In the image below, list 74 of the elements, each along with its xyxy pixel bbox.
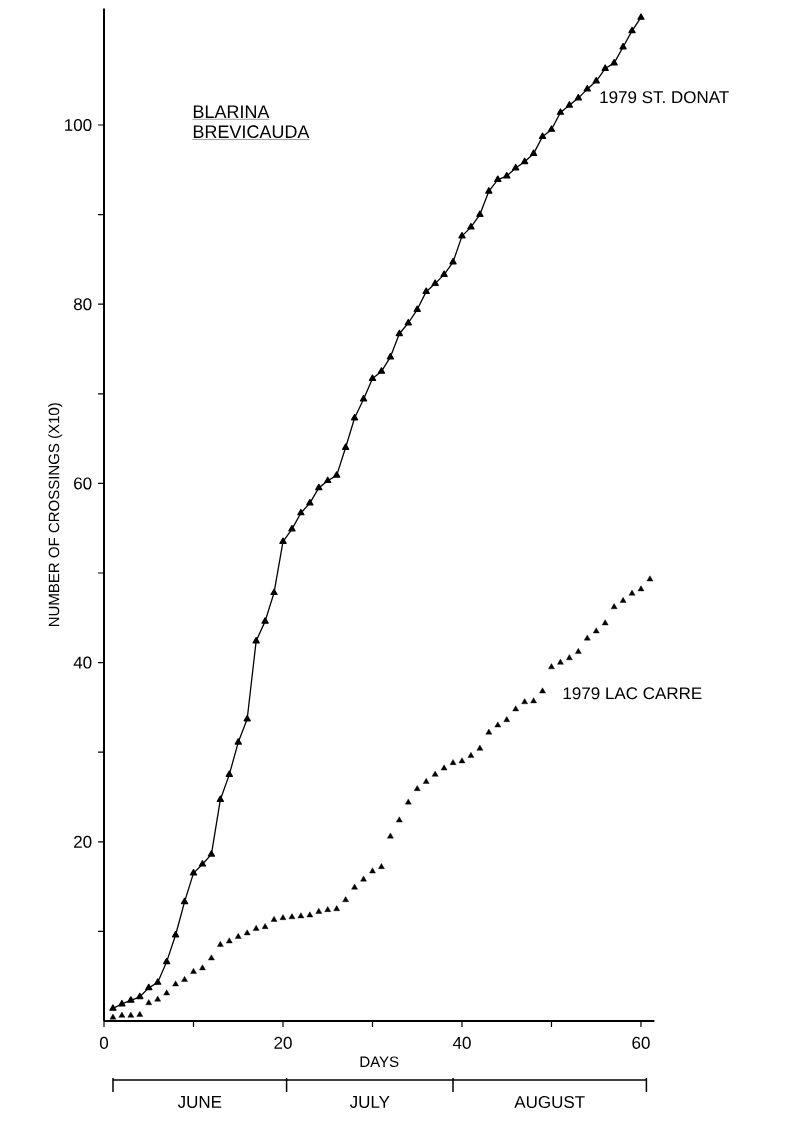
x-tick-label: 20 <box>274 1036 292 1049</box>
point <box>270 588 278 596</box>
point <box>136 992 144 1000</box>
point <box>243 714 251 722</box>
point <box>404 318 412 326</box>
point <box>485 187 493 194</box>
text: AUGUST <box>514 1095 585 1109</box>
point <box>162 957 171 965</box>
point <box>628 26 636 34</box>
point <box>583 85 591 92</box>
text: JUNE <box>177 1096 222 1108</box>
point <box>180 897 189 905</box>
point <box>234 738 242 745</box>
point <box>503 171 511 179</box>
x-tick-label: 40 <box>452 1036 471 1049</box>
x-tick-label: 60 <box>632 1036 650 1049</box>
annotation: BREVICAUDA <box>193 125 310 139</box>
point <box>547 125 556 132</box>
point <box>494 175 502 183</box>
point <box>207 850 216 857</box>
point <box>449 257 457 265</box>
point <box>109 1004 117 1011</box>
point <box>565 101 574 108</box>
point <box>359 395 368 402</box>
point <box>315 483 323 491</box>
point <box>306 498 314 506</box>
point <box>619 42 627 50</box>
point <box>467 222 475 230</box>
point <box>279 537 287 545</box>
annotation: BLARINA <box>193 105 270 118</box>
point <box>368 374 377 381</box>
point <box>198 860 207 867</box>
point <box>601 64 609 71</box>
series-label: 1979 LAC CARRE <box>563 687 702 700</box>
y-tick-label: 80 <box>73 298 92 311</box>
y-tick-label: 40 <box>73 656 92 669</box>
x-axis-title: DAYS <box>360 1056 399 1068</box>
point <box>637 13 645 20</box>
point <box>127 996 135 1003</box>
point <box>440 270 448 278</box>
point <box>422 287 430 295</box>
point <box>574 93 583 101</box>
y-tick-label: 20 <box>74 835 92 848</box>
series-label: 1979 ST. DONAT <box>600 91 729 104</box>
point <box>395 329 404 337</box>
point <box>520 157 529 165</box>
point <box>261 617 269 624</box>
point <box>610 59 618 66</box>
point <box>431 279 439 286</box>
point <box>333 471 341 478</box>
point <box>189 869 198 876</box>
point <box>458 231 466 239</box>
point <box>216 795 225 803</box>
point <box>512 163 520 171</box>
x-tick-label: 0 <box>99 1036 109 1049</box>
y-axis-title: NUMBER OF CROSSINGS (X10) <box>48 403 63 627</box>
point <box>556 108 565 115</box>
point <box>413 305 421 312</box>
point <box>225 770 233 777</box>
point <box>538 132 547 140</box>
point <box>377 367 386 374</box>
y-tick-label: 60 <box>74 477 92 490</box>
point <box>252 636 260 644</box>
y-tick-label: 100 <box>65 118 92 132</box>
point <box>341 443 350 450</box>
point <box>476 210 484 217</box>
point <box>324 476 332 484</box>
point <box>154 978 162 985</box>
point <box>297 508 305 516</box>
point <box>529 149 538 157</box>
point <box>288 524 296 532</box>
point <box>118 999 126 1007</box>
text: JULY <box>349 1096 390 1108</box>
point <box>145 983 153 991</box>
